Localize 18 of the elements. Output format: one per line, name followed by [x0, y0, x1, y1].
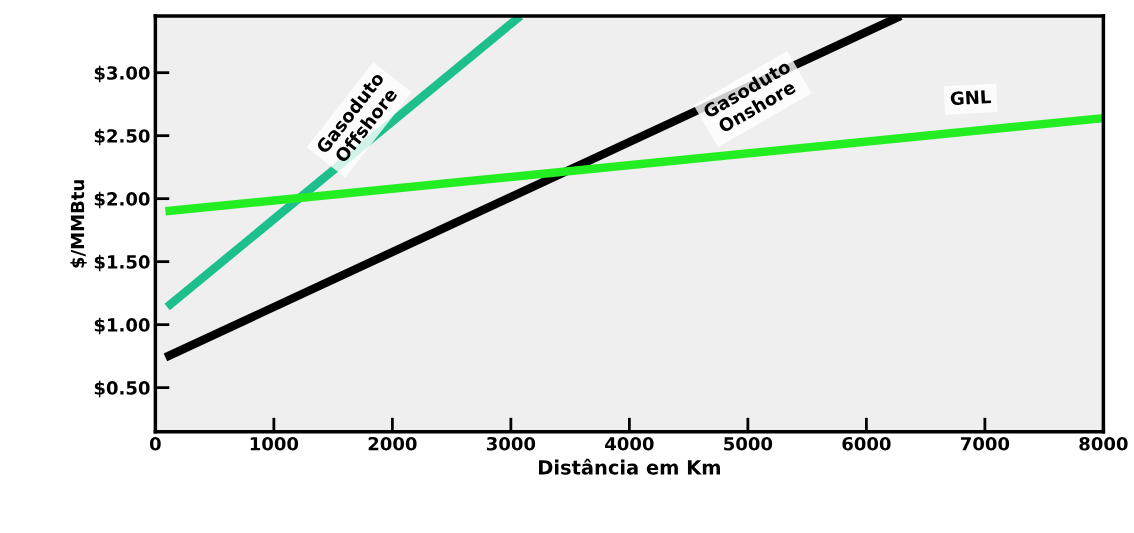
x-tick-label: 3000 — [486, 436, 536, 451]
x-tick-label: 4000 — [605, 436, 654, 451]
y-tick-label: $0.50 — [94, 380, 150, 398]
x-tick-label: 6000 — [842, 436, 891, 451]
x-tick-label: 1000 — [250, 436, 299, 451]
y-tick-label: $2.00 — [94, 191, 150, 209]
y-tick-label: $2.50 — [94, 128, 150, 146]
y-tick-label: $3.00 — [94, 65, 150, 83]
x-tick-label: 5000 — [724, 436, 773, 451]
x-tick-label: 8000 — [1079, 436, 1128, 451]
x-tick-label: 2000 — [368, 436, 417, 451]
x-axis-title: Distância em Km — [539, 458, 720, 475]
y-axis-title: $/MMBtu — [70, 180, 87, 268]
annotation: GNL — [950, 89, 992, 106]
x-tick-label: 7000 — [960, 436, 1010, 451]
x-tick-label: 0 — [149, 436, 161, 451]
y-tick-label: $1.00 — [94, 317, 150, 335]
y-tick-label: $1.50 — [94, 254, 150, 272]
